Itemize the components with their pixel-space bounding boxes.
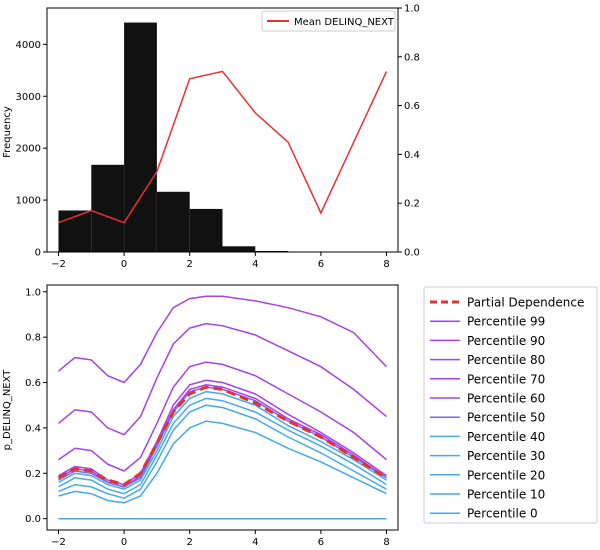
top-y2-tick-label: 0.6: [404, 101, 420, 112]
top-y2-tick-label: 0.8: [404, 52, 420, 63]
bottom-x-tick-label: 6: [318, 537, 324, 548]
legend-label: Percentile 60: [467, 392, 545, 406]
legend-label: Percentile 10: [467, 488, 545, 502]
legend-label: Percentile 90: [467, 334, 545, 348]
partial-dependence-chart: p_DELINQ_NEXT 0.0 0.2 0.4 0.6 0.8 1.0 −2 0 2 4 6 8 P…: [2, 284, 598, 548]
percentile-line: [58, 404, 387, 500]
histogram-bar: [222, 246, 256, 252]
top-x-tick-label: 2: [187, 259, 193, 270]
histogram-bar: [189, 208, 223, 252]
top-x-tick-label: 8: [383, 259, 389, 270]
legend-label: Percentile 80: [467, 353, 545, 367]
legend-label: Percentile 50: [467, 411, 545, 425]
bottom-x-tick-label: −2: [51, 537, 66, 548]
bottom-y-tick-label: 1.0: [25, 287, 41, 298]
top-y-tick-label: 2000: [16, 144, 41, 155]
percentile-line: [58, 379, 387, 486]
top-y2-tick-label: 1.0: [404, 4, 420, 15]
legend-label: Percentile 20: [467, 468, 545, 482]
bottom-y-tick-label: 0.4: [25, 423, 41, 434]
legend-label: Percentile 0: [467, 507, 538, 521]
top-legend-box: [261, 10, 396, 32]
histogram-bar: [124, 22, 157, 253]
histogram-chart: Frequency 0 1000 2000 3000 4000 0.0 0.2 0.4 0.6 0…: [2, 4, 420, 271]
top-x-tick-label: 0: [121, 259, 127, 270]
percentile-line: [58, 397, 387, 495]
bottom-y-tick-label: 0.0: [25, 514, 41, 525]
top-x-tick-label: −2: [51, 259, 66, 270]
bottom-x-tick-label: 2: [187, 537, 193, 548]
top-x-tick-label: 6: [318, 259, 324, 270]
bottom-y-tick-label: 0.8: [25, 333, 41, 344]
top-x-tick-label: 4: [252, 259, 258, 270]
bottom-x-tick-label: 8: [383, 537, 389, 548]
legend-label: Percentile 99: [467, 315, 545, 329]
bottom-plot-frame: [46, 284, 399, 531]
histogram-bar: [91, 164, 125, 252]
bottom-y-tick-label: 0.2: [25, 469, 41, 480]
partial-dependence-line: [57, 385, 388, 487]
top-legend: Mean DELINQ_NEXT: [261, 10, 396, 32]
legend-label: Partial Dependence: [467, 296, 584, 310]
top-y-axis-label: Frequency: [2, 106, 13, 158]
top-plot-frame: [46, 7, 399, 253]
top-y-tick-label: 3000: [16, 92, 41, 103]
bottom-y-axis-label: p_DELINQ_NEXT: [2, 369, 13, 451]
histogram-bar: [156, 191, 190, 252]
percentile-line: [58, 361, 387, 472]
histogram-bar: [255, 250, 289, 252]
top-y2-tick-label: 0.0: [404, 248, 420, 259]
top-y-tick-label: 1000: [16, 196, 41, 207]
top-y2-tick-label: 0.2: [404, 199, 420, 210]
mean-line: [58, 70, 388, 224]
percentile-line: [58, 420, 387, 504]
legend-label: Percentile 70: [467, 372, 545, 386]
percentile-line: [58, 295, 388, 384]
bottom-legend: Partial Dependence Percentile 99 Percentil…: [423, 286, 598, 524]
bottom-x-tick-label: 0: [121, 537, 127, 548]
legend-label: Percentile 40: [467, 430, 545, 444]
percentile-line: [58, 386, 387, 488]
percentile-line: [58, 322, 387, 436]
bottom-legend-box: [423, 286, 598, 524]
bottom-x-tick-label: 4: [252, 537, 258, 548]
top-legend-label: Mean DELINQ_NEXT: [294, 17, 395, 28]
legend-label: Percentile 30: [467, 449, 545, 463]
bottom-y-tick-label: 0.6: [25, 378, 41, 389]
percentile-line: [58, 390, 387, 491]
top-y2-tick-label: 0.4: [404, 150, 420, 161]
top-y-tick-label: 0: [35, 248, 41, 259]
top-y-tick-label: 4000: [16, 40, 41, 51]
